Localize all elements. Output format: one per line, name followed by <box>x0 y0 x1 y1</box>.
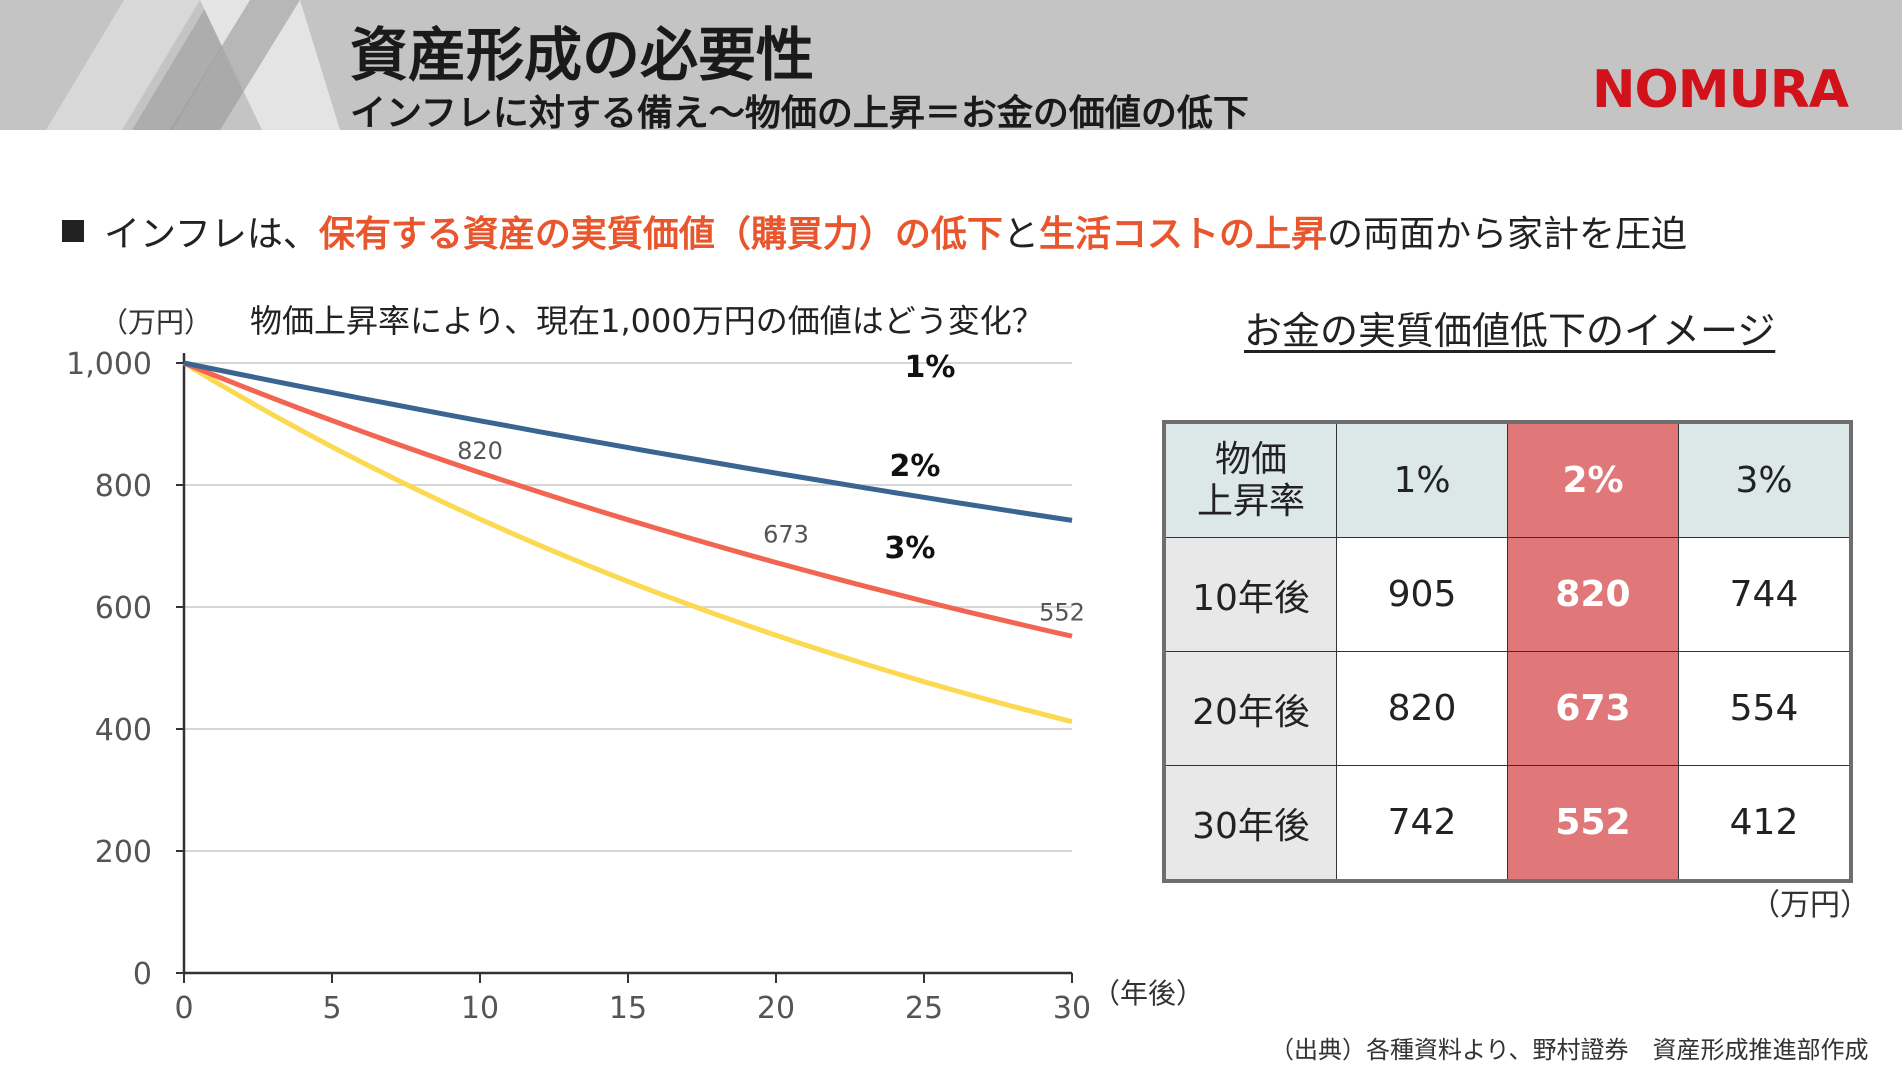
inflation-table: 物価 上昇率 1% 2% 3% 10年後 905 820 744 20年後 820… <box>1162 420 1853 883</box>
nomura-logo: NOMURA <box>1592 60 1849 120</box>
line-chart: 物価上昇率により、現在1,000万円の価値はどう変化？（万円）（年後）02004… <box>66 302 1200 1026</box>
x-tick-label: 25 <box>905 991 943 1026</box>
table-corner: 物価 上昇率 <box>1163 421 1337 538</box>
table-title: お金の実質価値低下のイメージ <box>1244 309 1776 353</box>
y-tick-label: 800 <box>95 469 152 504</box>
y-tick-label: 200 <box>95 835 152 870</box>
page-title: 資産形成の必要性 <box>350 21 815 89</box>
table-cell: 412 <box>1678 765 1852 882</box>
table-cell: 905 <box>1336 537 1508 652</box>
series-label-1pct: 1% <box>905 350 956 385</box>
y-tick-label: 600 <box>95 591 152 626</box>
row-label: 30年後 <box>1163 765 1337 882</box>
table-cell: 820 <box>1336 651 1508 766</box>
series-line-3pct <box>182 360 1073 725</box>
x-tick-label: 15 <box>609 991 647 1026</box>
row-label: 10年後 <box>1163 537 1337 652</box>
data-label: 673 <box>763 520 809 548</box>
bullet-icon <box>62 220 84 242</box>
table-header-row: 物価 上昇率 1% 2% 3% <box>1163 421 1852 538</box>
table-cell: 742 <box>1336 765 1508 882</box>
table-row: 30年後 742 552 412 <box>1163 765 1852 882</box>
corner-line2: 上昇率 <box>1196 480 1305 522</box>
corner-line1: 物価 <box>1214 438 1287 480</box>
column-header-3pct: 3% <box>1678 421 1852 538</box>
table-unit: （万円） <box>1750 888 1870 923</box>
headline: インフレは、保有する資産の実質価値（購買力）の低下と生活コストの上昇の両面から家… <box>62 205 1687 257</box>
series-label-3pct: 3% <box>885 531 936 566</box>
header-decoration <box>46 0 340 130</box>
chart-title: 物価上昇率により、現在1,000万円の価値はどう変化？ <box>250 302 1044 340</box>
series-line-1pct <box>183 360 1073 523</box>
headline-highlight1: 保有する資産の実質価値（購買力）の低下 <box>318 214 1003 255</box>
table-cell-highlight: 820 <box>1507 537 1679 652</box>
series-label-2pct: 2% <box>890 449 941 484</box>
row-label: 20年後 <box>1163 651 1337 766</box>
x-tick-label: 10 <box>461 991 499 1026</box>
x-tick-label: 0 <box>174 991 193 1026</box>
column-header-1pct: 1% <box>1336 421 1508 538</box>
column-header-2pct: 2% <box>1507 421 1679 538</box>
source-note: （出典）各種資料より、野村證券 資産形成推進部作成 <box>1270 1036 1869 1064</box>
headline-part1: インフレは、 <box>104 214 319 255</box>
y-tick-label: 0 <box>133 957 152 992</box>
x-tick-label: 20 <box>757 991 795 1026</box>
table-cell: 744 <box>1678 537 1852 652</box>
table-row: 20年後 820 673 554 <box>1163 651 1852 766</box>
headline-highlight2: 生活コストの上昇 <box>1038 214 1327 255</box>
y-tick-label: 400 <box>95 713 152 748</box>
y-axis-label: （万円） <box>100 306 212 339</box>
headline-part3: と <box>1002 214 1039 255</box>
data-label: 820 <box>457 437 503 465</box>
table-cell-highlight: 673 <box>1507 651 1679 766</box>
x-tick-label: 30 <box>1053 991 1091 1026</box>
data-label: 552 <box>1039 598 1085 626</box>
table-row: 10年後 905 820 744 <box>1163 537 1852 652</box>
table-cell-highlight: 552 <box>1507 765 1679 882</box>
page-subtitle: インフレに対する備え～物価の上昇＝お金の価値の低下 <box>350 93 1249 134</box>
series-line-2pct <box>183 360 1073 639</box>
headline-part5: の両面から家計を圧迫 <box>1326 214 1687 255</box>
x-axis-label: （年後） <box>1092 977 1200 1010</box>
y-tick-label: 1,000 <box>66 347 152 382</box>
x-tick-label: 5 <box>322 991 341 1026</box>
table-cell: 554 <box>1678 651 1852 766</box>
